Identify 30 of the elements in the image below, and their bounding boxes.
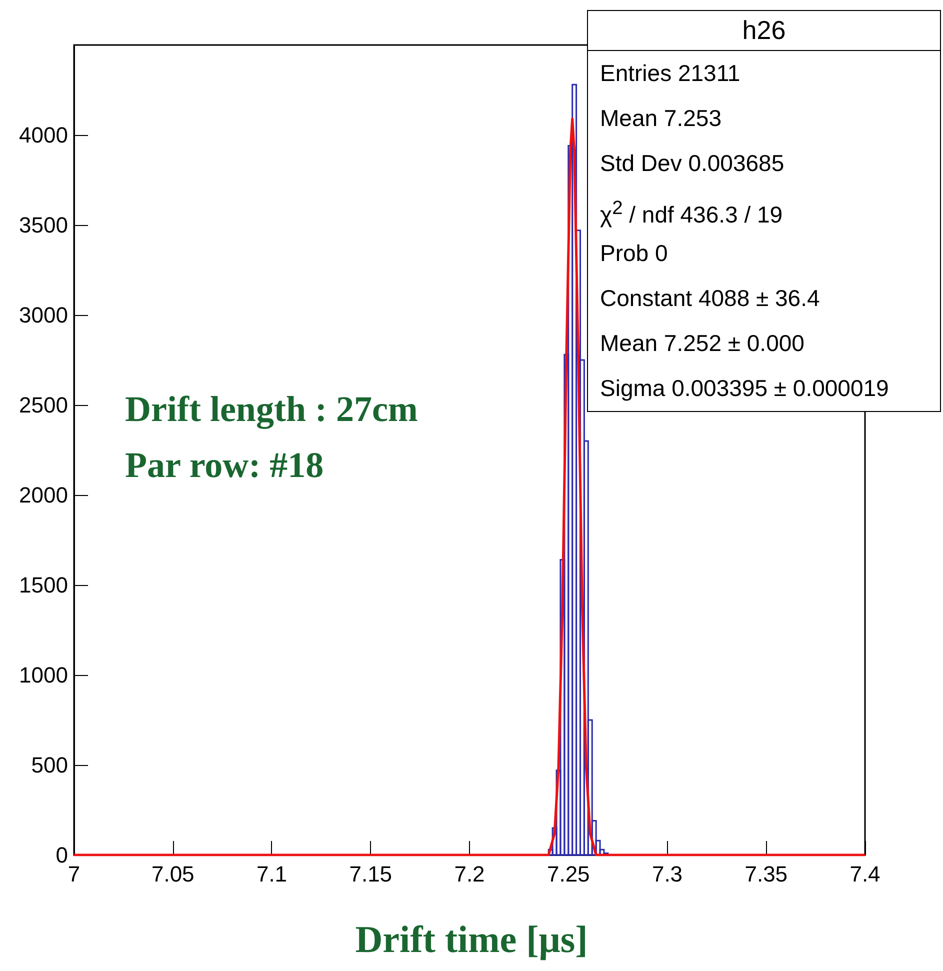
chart-title: h26 bbox=[588, 11, 940, 51]
y-tick-label: 3500 bbox=[19, 212, 68, 238]
y-tick-label: 500 bbox=[31, 752, 68, 778]
annotation: Par row: #18 bbox=[125, 444, 324, 486]
y-tick-label: 1500 bbox=[19, 572, 68, 598]
x-tick-label: 7.1 bbox=[256, 862, 288, 886]
y-tick-label: 2000 bbox=[19, 482, 68, 508]
x-tick-label: 7.35 bbox=[744, 862, 788, 886]
annotation: Mean 7.253 bbox=[599, 104, 722, 133]
x-tick-label: 7.15 bbox=[349, 862, 392, 886]
annotation: Mean 7.252 ± 0.000 bbox=[599, 329, 806, 358]
annotation: Entries 21311 bbox=[599, 59, 742, 88]
annotation: Sigma 0.003395 ± 0.000019 bbox=[599, 374, 890, 403]
x-tick-label: 7.05 bbox=[151, 862, 194, 886]
y-tick-label: 2500 bbox=[19, 392, 68, 418]
x-axis-title: Drift time [μs] bbox=[354, 918, 589, 962]
y-tick-label: 4000 bbox=[19, 122, 68, 148]
x-tick-label: 7.25 bbox=[546, 862, 590, 886]
annotation: χ$^{2}$ / ndf 436.3 / 19 bbox=[599, 197, 784, 230]
x-tick-label: 7.3 bbox=[652, 862, 683, 886]
y-tick-label: 0 bbox=[56, 842, 68, 868]
annotation: Prob 0 bbox=[599, 239, 669, 268]
annotation: Drift length : 27cm bbox=[125, 388, 418, 430]
y-tick-label: 1000 bbox=[19, 662, 68, 688]
annotation: Constant 4088 ± 36.4 bbox=[599, 284, 821, 313]
annotation: Std Dev 0.003685 bbox=[599, 149, 786, 178]
x-tick-label: 7 bbox=[68, 862, 80, 886]
x-tick-label: 7.4 bbox=[850, 862, 880, 886]
x-tick-label: 7.2 bbox=[454, 862, 485, 886]
y-tick-label: 3000 bbox=[19, 302, 68, 328]
